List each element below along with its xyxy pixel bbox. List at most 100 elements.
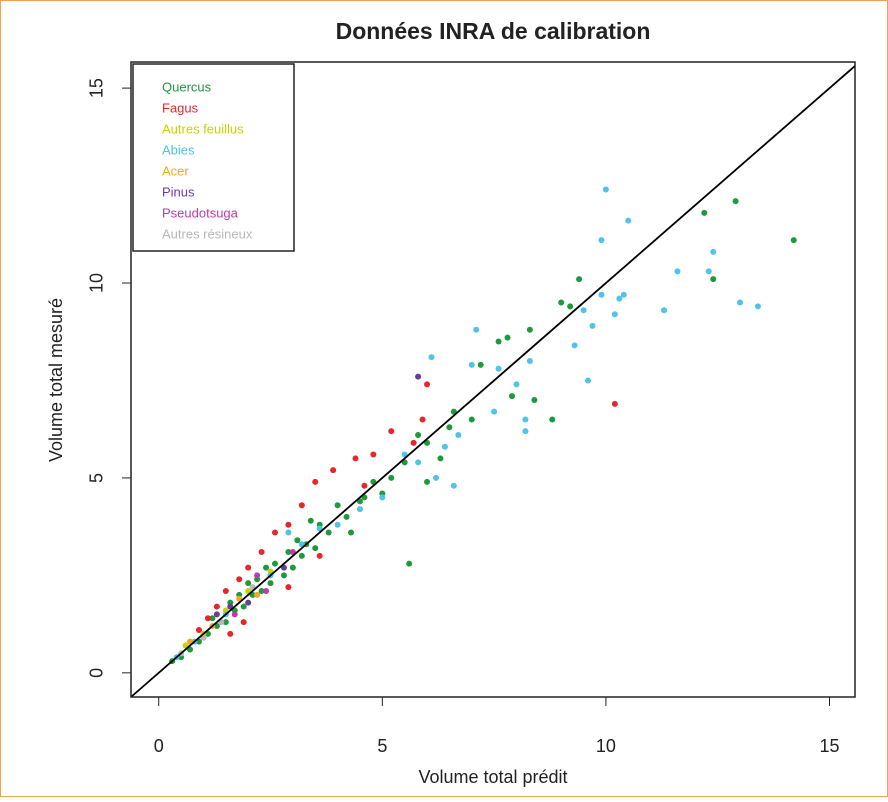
point: [285, 548, 292, 555]
point: [325, 529, 332, 536]
point: [245, 599, 252, 606]
point: [491, 408, 498, 415]
point: [285, 521, 292, 528]
point: [737, 299, 744, 306]
point: [245, 564, 252, 571]
legend-label: Autres feuillus: [162, 121, 244, 136]
y-tick-label: 15: [87, 78, 107, 98]
point: [504, 334, 511, 341]
chart-title: Données INRA de calibration: [336, 18, 651, 44]
point: [446, 424, 453, 431]
point: [334, 521, 341, 528]
point: [424, 381, 431, 388]
point: [495, 365, 502, 372]
point: [419, 416, 426, 423]
point: [222, 587, 229, 594]
point: [415, 459, 422, 466]
legend-label: Autres résineux: [162, 226, 253, 241]
point: [473, 326, 480, 333]
point: [348, 529, 355, 536]
point: [271, 529, 278, 536]
y-axis-label: Volume total mesuré: [46, 298, 66, 462]
point: [356, 506, 363, 513]
point: [289, 564, 296, 571]
point: [267, 580, 274, 587]
point: [254, 591, 261, 598]
point: [531, 396, 538, 403]
point: [710, 276, 717, 283]
point: [585, 377, 592, 384]
point: [620, 291, 627, 298]
point: [616, 295, 623, 302]
point: [598, 237, 605, 244]
point: [195, 626, 202, 633]
point: [263, 587, 270, 594]
point: [298, 502, 305, 509]
point: [415, 432, 422, 439]
point: [312, 478, 319, 485]
point: [213, 603, 220, 610]
legend-label: Fagus: [162, 100, 199, 115]
y-tick-label: 10: [87, 273, 107, 293]
point: [732, 198, 739, 205]
x-tick-label: 5: [377, 736, 387, 756]
point: [254, 572, 261, 579]
point: [361, 482, 368, 489]
point: [495, 338, 502, 345]
point: [437, 455, 444, 462]
y-tick-label: 5: [87, 473, 107, 483]
legend-label: Pinus: [162, 184, 195, 199]
point: [388, 474, 395, 481]
point: [263, 564, 270, 571]
point: [710, 248, 717, 255]
point: [580, 307, 587, 314]
legend-label: Quercus: [162, 79, 212, 94]
point: [468, 416, 475, 423]
legend-label: Pseudotsuga: [162, 205, 239, 220]
legend-label: Acer: [162, 163, 189, 178]
point: [509, 393, 516, 400]
y-tick-label: 0: [87, 668, 107, 678]
point: [611, 311, 618, 318]
point: [406, 560, 413, 567]
point: [298, 552, 305, 559]
point: [549, 416, 556, 423]
point: [432, 474, 439, 481]
point: [227, 630, 234, 637]
point: [526, 357, 533, 364]
point: [701, 209, 708, 216]
point: [209, 615, 216, 622]
x-tick-label: 0: [154, 736, 164, 756]
point: [602, 186, 609, 193]
point: [236, 576, 243, 583]
point: [213, 611, 220, 618]
point: [388, 428, 395, 435]
point: [477, 361, 484, 368]
point: [294, 537, 301, 544]
point: [285, 584, 292, 591]
point: [370, 451, 377, 458]
point: [441, 443, 448, 450]
point: [334, 502, 341, 509]
point: [352, 455, 359, 462]
point: [280, 572, 287, 579]
point: [522, 428, 529, 435]
point: [790, 237, 797, 244]
point: [513, 381, 520, 388]
point: [312, 545, 319, 552]
point: [222, 619, 229, 626]
point: [330, 467, 337, 474]
point: [625, 217, 632, 224]
point: [611, 400, 618, 407]
point: [661, 307, 668, 314]
point: [231, 611, 238, 618]
point: [754, 303, 761, 310]
point: [450, 482, 457, 489]
reference-line: [130, 65, 856, 698]
point: [245, 580, 252, 587]
point: [240, 603, 247, 610]
point: [428, 354, 435, 361]
x-axis-label: Volume total prédit: [418, 767, 567, 787]
point: [558, 299, 565, 306]
